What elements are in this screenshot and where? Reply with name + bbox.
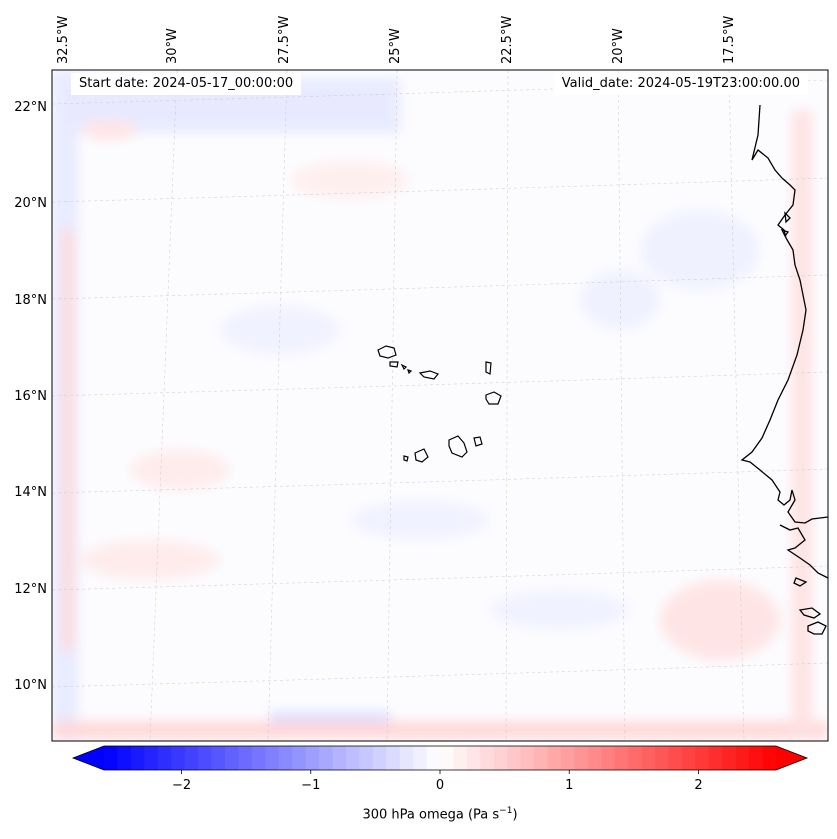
- colorbar-cell: [534, 746, 549, 770]
- colorbar-cell: [372, 746, 387, 770]
- colorbar-cell: [681, 746, 696, 770]
- lat-label: 12°N: [14, 582, 47, 597]
- colorbar-cell: [211, 746, 226, 770]
- colorbar-tick-label: −2: [172, 778, 191, 793]
- colorbar-cell: [587, 746, 602, 770]
- colorbar-cell: [762, 746, 777, 770]
- colorbar-cell: [157, 746, 172, 770]
- cabo-verde-islands: [377, 345, 502, 463]
- colorbar-cell: [722, 746, 737, 770]
- colorbar-cell: [426, 746, 441, 770]
- colorbar-outline: [71, 745, 809, 771]
- colorbar-cell: [708, 746, 723, 770]
- lon-label: 30°W: [165, 28, 180, 64]
- colorbar-cell: [198, 746, 213, 770]
- start-date-label: Start date: 2024-05-17_00:00:00: [71, 73, 302, 95]
- colorbar-cells: [104, 746, 777, 770]
- latitude-labels: 22°N 20°N 18°N 16°N 14°N 12°N 10°N: [14, 100, 47, 693]
- colorbar-cell: [466, 746, 481, 770]
- colorbar-cell: [628, 746, 643, 770]
- colorbar-cell: [359, 746, 374, 770]
- colorbar-cell: [292, 746, 307, 770]
- colorbar-cell: [560, 746, 575, 770]
- colorbar-cell: [668, 746, 683, 770]
- lon-label: 25°W: [388, 28, 403, 64]
- colorbar-cell: [440, 746, 455, 770]
- colorbar-cell: [305, 746, 320, 770]
- colorbar-ticks: −2 −1 0 1 2: [172, 770, 703, 793]
- valid-date-label: Valid_date: 2024-05-19T23:00:00.00: [553, 73, 808, 95]
- colorbar-extend-right: [776, 746, 807, 770]
- colorbar-cell: [104, 746, 119, 770]
- colorbar-cell: [655, 746, 670, 770]
- lat-label: 20°N: [14, 196, 47, 211]
- lat-label: 16°N: [14, 389, 47, 404]
- colorbar-cell: [319, 746, 334, 770]
- lat-label: 10°N: [14, 678, 47, 693]
- colorbar-cell: [614, 746, 629, 770]
- colorbar-cell: [386, 746, 401, 770]
- colorbar-cell: [345, 746, 360, 770]
- longitude-labels: 32.5°W 30°W 27.5°W 25°W 22.5°W 20°W 17.5…: [56, 16, 737, 64]
- colorbar-cell: [493, 746, 508, 770]
- colorbar-cell: [117, 746, 132, 770]
- lon-label: 20°W: [611, 28, 626, 64]
- colorbar-cell: [695, 746, 710, 770]
- colorbar-cell: [453, 746, 468, 770]
- colorbar-cell: [601, 746, 616, 770]
- lat-label: 14°N: [14, 485, 47, 500]
- colorbar-cell: [749, 746, 764, 770]
- colorbar-tick-label: 1: [565, 778, 573, 793]
- colorbar-cell: [238, 746, 253, 770]
- colorbar-cell: [224, 746, 239, 770]
- gridlines: [52, 70, 828, 741]
- colorbar-cell: [399, 746, 414, 770]
- colorbar-cell: [251, 746, 266, 770]
- colorbar: −2 −1 0 1 2: [71, 745, 809, 793]
- colorbar-cell: [641, 746, 656, 770]
- colorbar-tick-label: 0: [436, 778, 444, 793]
- lat-label: 18°N: [14, 293, 47, 308]
- colorbar-cell: [278, 746, 293, 770]
- colorbar-cell: [480, 746, 495, 770]
- colorbar-tick-label: −1: [301, 778, 320, 793]
- colorbar-cell: [265, 746, 280, 770]
- lon-label: 22.5°W: [500, 16, 515, 64]
- colorbar-cell: [171, 746, 186, 770]
- colorbar-cell: [547, 746, 562, 770]
- colorbar-cell: [574, 746, 589, 770]
- colorbar-tick-label: 2: [694, 778, 702, 793]
- west-africa-coastline: [740, 104, 828, 635]
- colorbar-cell: [332, 746, 347, 770]
- colorbar-cell: [735, 746, 750, 770]
- lon-label: 27.5°W: [277, 16, 292, 64]
- colorbar-cell: [413, 746, 428, 770]
- lon-label: 32.5°W: [56, 16, 71, 64]
- colorbar-extend-left: [73, 746, 104, 770]
- colorbar-label: 300 hPa omega (Pa s−1): [362, 806, 518, 823]
- lon-label: 17.5°W: [722, 16, 737, 64]
- lat-label: 22°N: [14, 100, 47, 115]
- colorbar-cell: [144, 746, 159, 770]
- map-frame: [51, 69, 829, 742]
- colorbar-cell: [130, 746, 145, 770]
- colorbar-cell: [507, 746, 522, 770]
- map-panel: [52, 70, 828, 741]
- colorbar-cell: [184, 746, 199, 770]
- colorbar-cell: [520, 746, 535, 770]
